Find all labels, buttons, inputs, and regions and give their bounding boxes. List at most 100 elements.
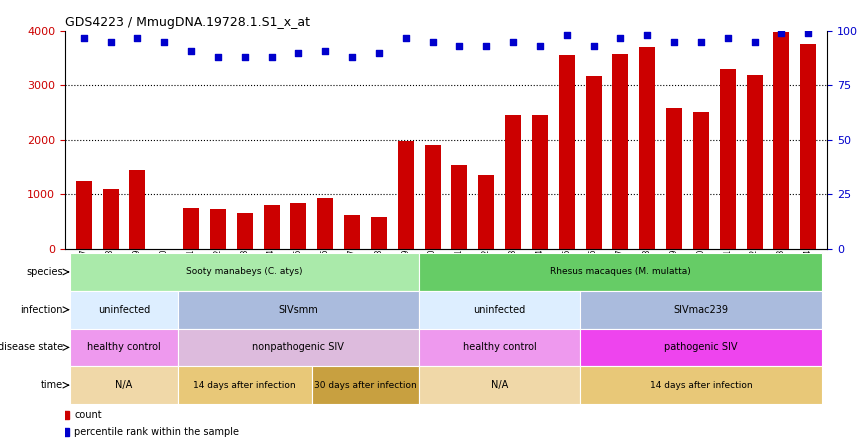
Point <box>667 39 681 46</box>
Text: infection: infection <box>21 305 63 315</box>
Point <box>747 39 761 46</box>
Text: GSM440059: GSM440059 <box>132 249 142 295</box>
Text: disease state: disease state <box>0 342 63 353</box>
Bar <box>75 181 92 249</box>
Point <box>426 39 440 46</box>
Text: time: time <box>41 380 63 390</box>
Bar <box>70 366 178 404</box>
Text: GSM440083: GSM440083 <box>777 249 786 295</box>
Text: nonpathogenic SIV: nonpathogenic SIV <box>253 342 345 353</box>
Text: GSM440082: GSM440082 <box>750 249 759 295</box>
Bar <box>559 55 575 249</box>
Text: GSM440068: GSM440068 <box>374 249 384 295</box>
Text: GSM440067: GSM440067 <box>347 249 357 295</box>
Bar <box>505 115 521 249</box>
Point <box>452 43 466 50</box>
Point <box>801 30 815 37</box>
Text: N/A: N/A <box>491 380 508 390</box>
Bar <box>424 145 441 249</box>
Bar <box>312 366 419 404</box>
Text: 14 days after infection: 14 days after infection <box>193 381 296 390</box>
Bar <box>236 213 253 249</box>
Bar <box>419 366 580 404</box>
Bar <box>397 141 414 249</box>
Bar <box>451 166 468 249</box>
Point <box>721 34 734 41</box>
Text: GSM440069: GSM440069 <box>401 249 410 295</box>
Point <box>372 49 386 56</box>
Text: Sooty manabeys (C. atys): Sooty manabeys (C. atys) <box>186 267 303 277</box>
Bar <box>263 205 280 249</box>
Bar <box>129 170 145 249</box>
Bar <box>612 55 629 249</box>
Text: Rhesus macaques (M. mulatta): Rhesus macaques (M. mulatta) <box>550 267 691 277</box>
Point <box>158 39 171 46</box>
Text: GSM440071: GSM440071 <box>455 249 464 295</box>
Point <box>479 43 493 50</box>
Text: GSM440061: GSM440061 <box>186 249 196 295</box>
Point <box>506 39 520 46</box>
Text: N/A: N/A <box>115 380 132 390</box>
Text: GSM440078: GSM440078 <box>643 249 652 295</box>
Bar <box>178 291 419 329</box>
Bar <box>290 203 307 249</box>
Text: GSM440074: GSM440074 <box>535 249 545 295</box>
Point <box>131 34 145 41</box>
Text: GSM440058: GSM440058 <box>106 249 115 295</box>
Text: GSM440065: GSM440065 <box>294 249 303 295</box>
Bar <box>344 215 360 249</box>
Text: GSM440063: GSM440063 <box>240 249 249 295</box>
Text: species: species <box>27 267 63 277</box>
Bar <box>419 329 580 366</box>
Bar <box>183 208 199 249</box>
Text: 30 days after infection: 30 days after infection <box>314 381 417 390</box>
Bar <box>70 291 178 329</box>
Bar <box>666 108 682 249</box>
Point <box>533 43 546 50</box>
Text: healthy control: healthy control <box>462 342 537 353</box>
Bar <box>419 291 580 329</box>
Bar <box>580 329 822 366</box>
Bar <box>773 32 790 249</box>
Text: GSM440073: GSM440073 <box>508 249 518 295</box>
Text: uninfected: uninfected <box>98 305 150 315</box>
Point <box>238 54 252 61</box>
Bar <box>720 69 736 249</box>
Text: 14 days after infection: 14 days after infection <box>650 381 753 390</box>
Text: GSM440077: GSM440077 <box>616 249 625 295</box>
Bar <box>580 291 822 329</box>
Point <box>265 54 279 61</box>
Bar <box>693 112 709 249</box>
Bar <box>317 198 333 249</box>
Text: count: count <box>74 410 101 420</box>
Bar <box>371 217 387 249</box>
Text: GSM440062: GSM440062 <box>213 249 223 295</box>
Text: GSM440079: GSM440079 <box>669 249 679 295</box>
Bar <box>800 44 817 249</box>
Point <box>292 49 306 56</box>
Text: GSM440080: GSM440080 <box>696 249 706 295</box>
Bar <box>419 253 822 291</box>
Bar <box>639 48 656 249</box>
Text: SIVsmm: SIVsmm <box>279 305 319 315</box>
Point <box>586 43 600 50</box>
Text: GSM440060: GSM440060 <box>159 249 169 295</box>
Bar <box>478 174 494 249</box>
Bar <box>532 115 548 249</box>
Point <box>319 47 333 54</box>
Text: GSM440076: GSM440076 <box>589 249 598 295</box>
Text: GSM440070: GSM440070 <box>428 249 437 295</box>
Bar <box>178 329 419 366</box>
Point <box>559 32 573 39</box>
Point <box>104 39 118 46</box>
Text: GSM440066: GSM440066 <box>320 249 330 295</box>
Bar <box>102 189 119 249</box>
Text: GSM440081: GSM440081 <box>723 249 733 295</box>
Bar <box>70 253 419 291</box>
Point <box>399 34 413 41</box>
Text: GSM440072: GSM440072 <box>481 249 491 295</box>
Point <box>346 54 359 61</box>
Point <box>694 39 708 46</box>
Point <box>211 54 225 61</box>
Bar <box>585 75 602 249</box>
